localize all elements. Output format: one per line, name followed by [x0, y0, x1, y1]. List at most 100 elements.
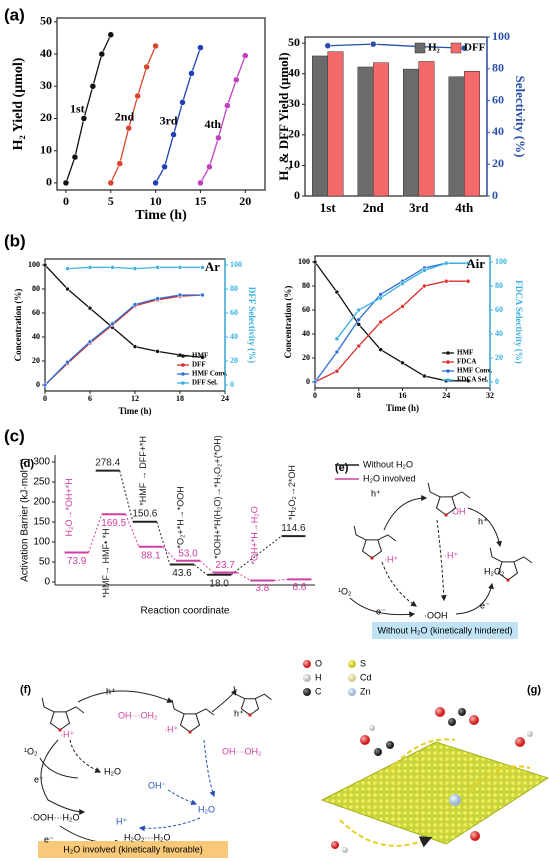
oxygen [188, 730, 192, 734]
y2-tick-label: 100 [495, 257, 507, 266]
legend-marker [181, 354, 185, 358]
marker [378, 295, 383, 301]
y2-tick-label: 0 [230, 380, 234, 389]
ring [435, 496, 457, 516]
chart: 0 10 20 30 40 50 0 5 10 15 20 1st 2nd 3rd 4th Time (h) H… [11, 14, 266, 223]
y-tick-label: 20 [302, 353, 310, 362]
marker [87, 305, 93, 311]
label: H₂O [198, 804, 215, 814]
arrow [349, 597, 416, 618]
y-tick-label: 0 [294, 188, 300, 202]
atom [515, 737, 525, 747]
atom [331, 841, 339, 849]
bar [312, 55, 328, 197]
bond [195, 708, 215, 716]
marker [400, 304, 405, 309]
atom [448, 718, 456, 726]
bar [418, 61, 435, 197]
marker [62, 179, 70, 187]
panel-label: (g) [527, 684, 541, 696]
value-label: 53.0 [178, 548, 198, 559]
label: ¹O₂ [24, 746, 38, 756]
bond [427, 482, 441, 498]
marker [356, 317, 361, 322]
molecule [233, 686, 272, 717]
connector [274, 578, 288, 581]
series-line [44, 294, 203, 386]
oxygen [370, 556, 374, 560]
arrow [469, 765, 531, 791]
marker [65, 286, 70, 292]
marker [170, 131, 177, 138]
arrow [455, 582, 494, 615]
marker [80, 115, 88, 122]
marker [107, 179, 115, 187]
series-line [336, 262, 469, 340]
y-axis-label: Activation Barrier (kJ·mol⁻¹) [20, 458, 31, 582]
legend-label: DFF [464, 42, 486, 54]
bar [373, 62, 389, 197]
legend-swatch [414, 42, 426, 54]
y2-tick-label: 20 [230, 356, 238, 365]
y-tick-label: 0 [36, 380, 40, 389]
value-label: 150.6 [132, 508, 157, 519]
marker [215, 134, 222, 142]
value-label: 169.5 [101, 518, 126, 529]
marker [134, 92, 141, 100]
y2-tick-label: 40 [230, 332, 238, 341]
connector [193, 564, 208, 576]
y-tick-label: 60 [302, 305, 310, 314]
chart-title: Ar [205, 259, 220, 274]
caption: H₂O involved (kinetically favorable) [63, 844, 203, 854]
marker [87, 339, 93, 345]
arrow [389, 738, 456, 771]
marker [155, 296, 160, 301]
marker [400, 360, 405, 366]
y-tick-label: 200 [33, 497, 50, 508]
connector [236, 572, 251, 581]
chart: 0 20 40 60 80 100 0 20 40 60 80 100 0 6 12 18 24 HMFDFFHM… [13, 258, 257, 416]
legend-swatch [348, 688, 356, 696]
bar [327, 51, 344, 197]
y-tick-label: 0 [46, 175, 52, 189]
legend-label: C [315, 686, 322, 696]
marker [152, 42, 159, 50]
bond [41, 697, 55, 713]
marker [334, 349, 340, 355]
label: H₂O₂···H₂O [124, 832, 170, 842]
marker [233, 76, 240, 84]
marker [65, 359, 70, 365]
marker [188, 70, 195, 77]
bond [233, 686, 245, 700]
label: H₂O₂ [484, 566, 505, 576]
label: ·H⁺ [164, 724, 178, 734]
marker [42, 262, 48, 268]
legend-swatch [348, 660, 356, 668]
series-line [44, 264, 203, 359]
atom [386, 741, 394, 749]
legend-label: H₂ [428, 42, 441, 54]
step-label: *HMF→ HMF• *H [101, 528, 111, 598]
y-tick-label: 20 [288, 127, 300, 141]
marker [422, 373, 427, 379]
marker [465, 260, 471, 266]
marker [116, 160, 124, 167]
y-tick-label: 100 [33, 537, 50, 548]
y-tick-label: 80 [302, 281, 310, 290]
marker [152, 179, 159, 187]
legend-marker [181, 363, 185, 367]
bar [448, 76, 465, 197]
marker [87, 265, 93, 270]
atom [470, 831, 480, 841]
oxygen [444, 513, 448, 517]
bar [464, 70, 480, 197]
x-axis-label: Time (h) [118, 406, 151, 416]
arrow [167, 789, 198, 806]
connector [230, 535, 282, 576]
arrow [77, 690, 174, 703]
marker [422, 268, 427, 273]
y-tick-label: 30 [40, 78, 52, 92]
panel-label: (d) [20, 458, 34, 470]
marker [98, 50, 106, 58]
ring [179, 713, 201, 733]
